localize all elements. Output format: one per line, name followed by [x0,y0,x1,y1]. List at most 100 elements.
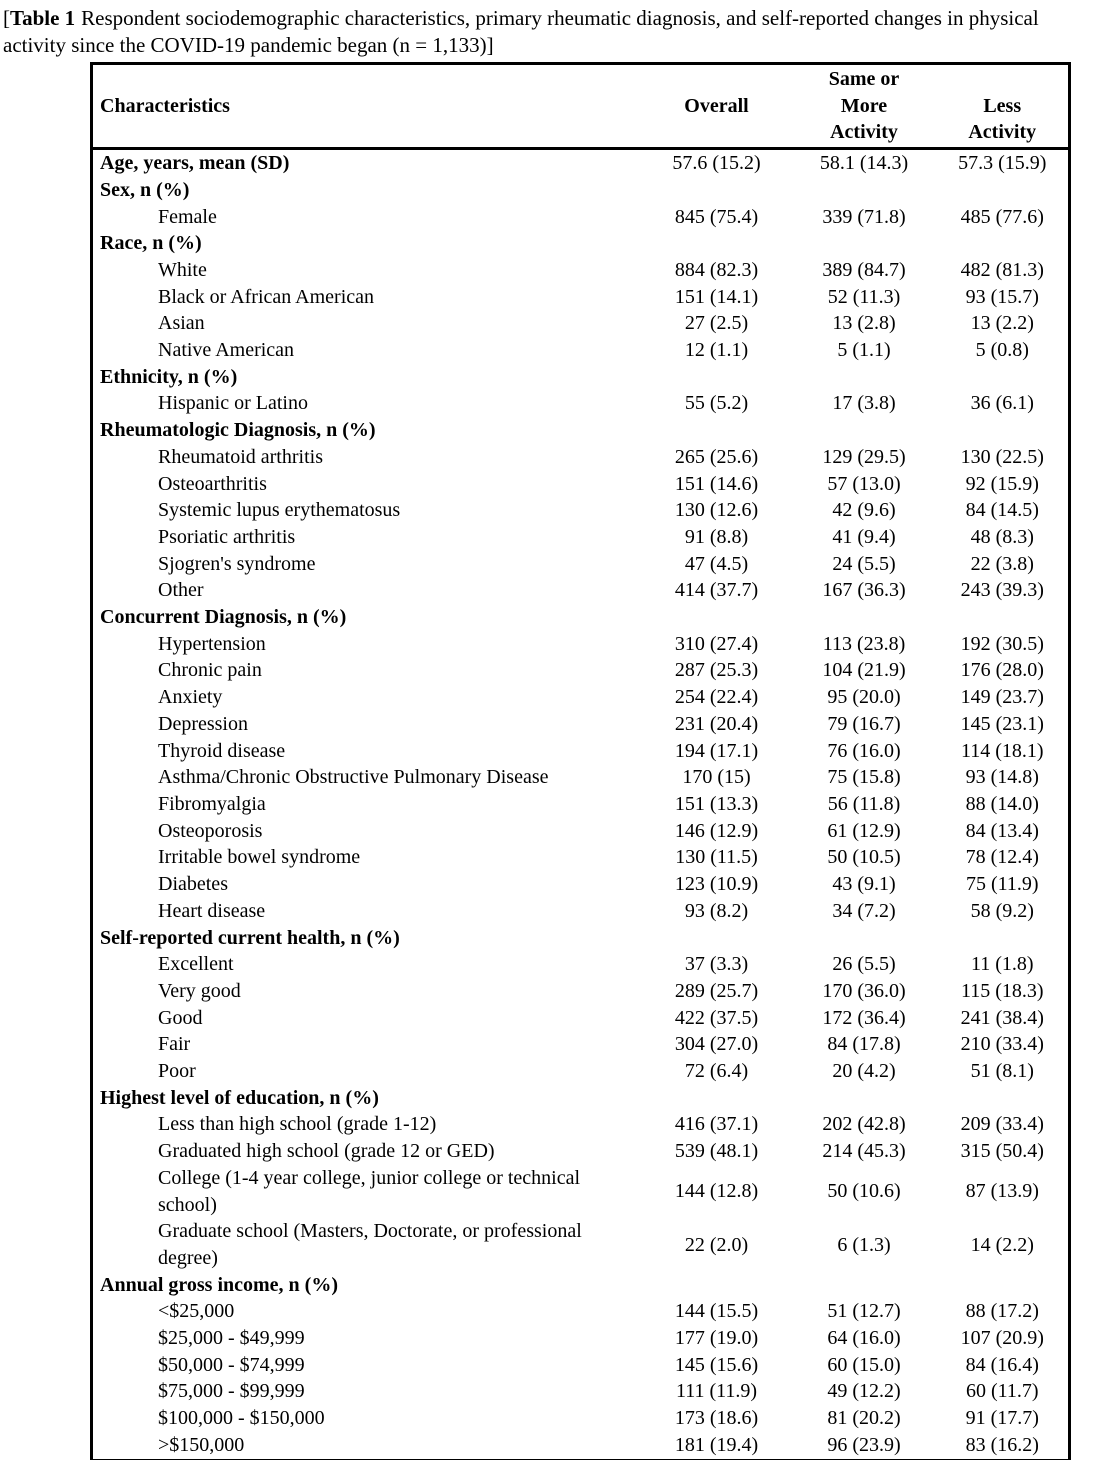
row-label: Native American [158,339,295,362]
row-label: Excellent [158,953,234,976]
cell-same-or-more: 389 (84.7) [822,258,906,281]
cell-same-or-more [792,417,937,444]
cell-same-or-more: 339 (71.8) [822,205,906,228]
table-row: Heart disease 93 (8.2) 34 (7.2) 58 (9.2) [92,898,1070,925]
cell-overall: 145 (15.6) [674,1353,759,1376]
table-row: Hispanic or Latino 55 (5.2) 17 (3.8) 36 (6.… [92,390,1070,417]
cell-overall: 151 (14.1) [674,285,759,308]
row-label: Systemic lupus erythematosus [158,499,401,522]
cell-less: 5 (0.8) [975,339,1029,362]
cell-less: 93 (15.7) [965,285,1039,308]
cell-overall: 194 (17.1) [674,739,759,762]
cell-less: 75 (11.9) [965,873,1039,896]
cell-overall: 416 (37.1) [674,1113,759,1136]
cell-overall [642,604,792,631]
cell-overall: 12 (1.1) [684,339,749,362]
row-label: Anxiety [158,686,223,709]
section-row: Rheumatologic Diagnosis, n (%) [92,417,1070,444]
row-label: $25,000 - $49,999 [158,1327,305,1350]
cell-less: 107 (20.9) [960,1327,1044,1350]
table-row: Very good 289 (25.7) 170 (36.0) 115 (18.3) [92,978,1070,1005]
cell-same-or-more: 75 (15.8) [827,766,901,789]
cell-same-or-more: 96 (23.9) [827,1433,901,1456]
table-row: Fair 304 (27.0) 84 (17.8) 210 (33.4) [92,1031,1070,1058]
cell-same-or-more: 43 (9.1) [832,873,896,896]
section-row: Self-reported current health, n (%) [92,925,1070,952]
table-row: Fibromyalgia 151 (13.3) 56 (11.8) 88 (14.0) [92,791,1070,818]
cell-less: 91 (17.7) [965,1407,1039,1430]
row-label: Annual gross income, n (%) [100,1273,338,1296]
cell-same-or-more: 42 (9.6) [832,499,896,522]
table-row: Sjogren's syndrome 47 (4.5) 24 (5.5) 22 (3.… [92,551,1070,578]
cell-overall: 57.6 (15.2) [672,152,761,175]
row-label: Age, years, mean (SD) [100,152,290,175]
cell-overall: 289 (25.7) [674,979,759,1002]
cell-less: 145 (23.1) [960,712,1044,735]
cell-overall: 177 (19.0) [674,1327,759,1350]
row-label: Very good [158,979,241,1002]
cell-overall: 22 (2.0) [684,1233,749,1256]
table-row: $50,000 - $74,999 145 (15.6) 60 (15.0) 84 (… [92,1352,1070,1379]
row-label: Less than high school (grade 1-12) [158,1113,437,1136]
row-label: Self-reported current health, n (%) [100,926,400,949]
cell-less: 48 (8.3) [970,525,1034,548]
cell-less: 22 (3.8) [970,552,1034,575]
cell-less: 243 (39.3) [960,579,1044,602]
cell-less: 93 (14.8) [965,766,1039,789]
table-row: Good 422 (37.5) 172 (36.4) 241 (38.4) [92,1005,1070,1032]
cell-overall: 27 (2.5) [684,312,749,335]
cell-less [937,604,1070,631]
cell-same-or-more: 20 (4.2) [832,1060,896,1083]
table-row: $25,000 - $49,999 177 (19.0) 64 (16.0) 107 … [92,1325,1070,1352]
cell-overall: 151 (14.6) [674,472,759,495]
table-row: Osteoporosis 146 (12.9) 61 (12.9) 84 (13.4) [92,818,1070,845]
table-row: Age, years, mean (SD) 57.6 (15.2) 58.1 (14… [92,149,1070,177]
header-line: More [840,94,888,117]
cell-overall [642,1272,792,1299]
caption-open-bracket: [ [3,6,10,30]
row-label: College (1-4 year college, junior colleg… [158,1166,581,1216]
cell-same-or-more: 57 (13.0) [827,472,901,495]
cell-overall: 254 (22.4) [674,686,759,709]
row-label: Thyroid disease [158,739,286,762]
table-row: Depression 231 (20.4) 79 (16.7) 145 (23.1) [92,711,1070,738]
row-label: Black or African American [158,285,375,308]
header-overall: Overall [641,63,792,151]
cell-same-or-more: 113 (23.8) [822,632,906,655]
cell-overall: 539 (48.1) [674,1140,759,1163]
cell-same-or-more: 41 (9.4) [832,525,896,548]
table-row: Thyroid disease 194 (17.1) 76 (16.0) 114 (1… [92,738,1070,765]
cell-same-or-more: 17 (3.8) [832,392,896,415]
row-label: Poor [158,1060,196,1083]
cell-same-or-more: 26 (5.5) [832,953,896,976]
table-row: Chronic pain 287 (25.3) 104 (21.9) 176 (28.… [92,657,1070,684]
header-line: Activity [830,121,898,144]
row-label: $75,000 - $99,999 [158,1380,305,1403]
cell-overall [642,417,792,444]
table-row: Anxiety 254 (22.4) 95 (20.0) 149 (23.7) [92,684,1070,711]
cell-overall [642,925,792,952]
table-row: >$150,000 181 (19.4) 96 (23.9) 83 (16.2) [92,1432,1070,1460]
cell-same-or-more: 64 (16.0) [827,1327,901,1350]
cell-less: 57.3 (15.9) [958,152,1047,175]
row-label: White [158,258,207,281]
caption-text: Respondent sociodemographic characterist… [3,6,1039,57]
row-label: <$25,000 [158,1300,235,1323]
cell-overall: 173 (18.6) [674,1407,759,1430]
table-row: Black or African American 151 (14.1) 52 (1… [92,284,1070,311]
cell-less: 51 (8.1) [970,1060,1034,1083]
cell-same-or-more [792,1272,937,1299]
row-label: Sjogren's syndrome [158,552,316,575]
cell-less: 115 (18.3) [960,979,1044,1002]
row-label: Graduate school (Masters, Doctorate, or … [158,1220,582,1269]
cell-same-or-more: 13 (2.8) [832,312,896,335]
section-row: Highest level of education, n (%) [92,1085,1070,1112]
row-label: Depression [158,712,248,735]
cell-overall [642,364,792,391]
cell-same-or-more: 104 (21.9) [822,659,906,682]
row-label: Fair [158,1033,191,1056]
cell-less: 241 (38.4) [960,1006,1044,1029]
row-label: Osteoarthritis [158,472,267,495]
cell-less: 315 (50.4) [960,1140,1044,1163]
cell-same-or-more: 56 (11.8) [827,792,901,815]
